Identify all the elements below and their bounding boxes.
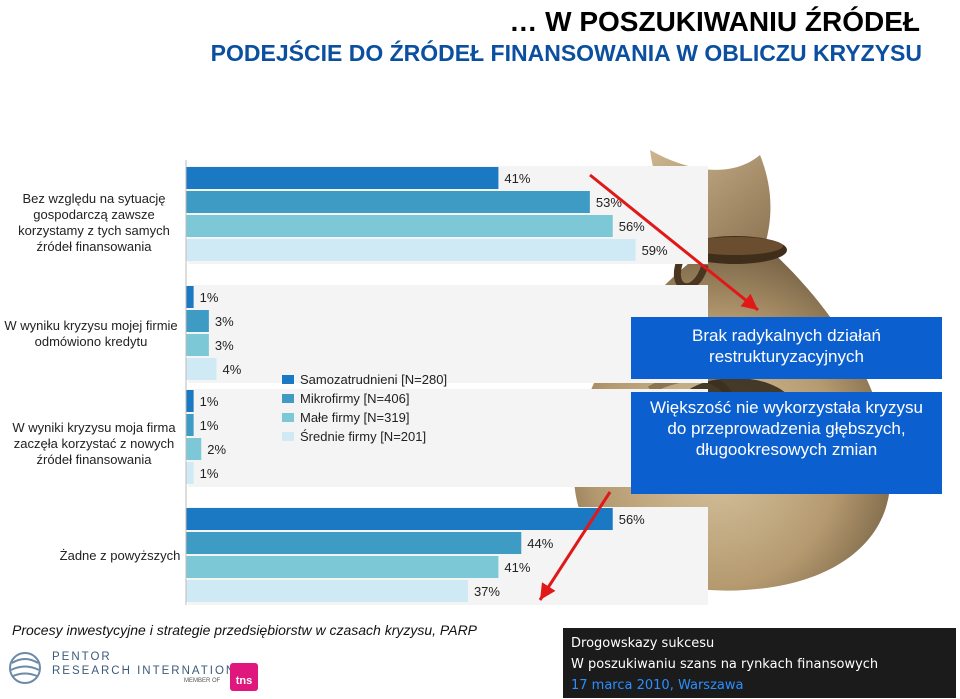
- category-panel: [188, 389, 708, 487]
- bar: [186, 239, 636, 261]
- bar: [186, 580, 468, 602]
- category-panel: [188, 285, 708, 383]
- page-subtitle: PODEJŚCIE DO ŹRÓDEŁ FINANSOWANIA W OBLIC…: [210, 40, 922, 66]
- bar: [186, 556, 499, 578]
- legend-item: Samozatrudnieni [N=280]: [282, 370, 447, 389]
- bar-value-label: 1%: [200, 394, 219, 409]
- trend-arrow-increase-head: [740, 293, 758, 310]
- legend-label: Średnie firmy [N=201]: [300, 429, 427, 444]
- bar-value-label: 1%: [200, 418, 219, 433]
- bar: [186, 358, 217, 380]
- bar-value-label: 3%: [215, 314, 234, 329]
- bar-value-label: 2%: [207, 442, 226, 457]
- bar: [186, 286, 194, 308]
- bar-value-label: 1%: [200, 290, 219, 305]
- member-of-label: MEMBER OF: [184, 678, 221, 684]
- callout-box-changes: Większość nie wykorzystała kryzysu do pr…: [631, 392, 942, 494]
- legend-swatch: [282, 432, 294, 441]
- bar: [186, 310, 209, 332]
- footer-date: 17 marca 2010, Warszawa: [571, 678, 744, 693]
- globe-icon: [9, 652, 41, 684]
- bar: [186, 438, 202, 460]
- bar-value-label: 56%: [619, 512, 645, 527]
- legend-item: Małe firmy [N=319]: [282, 408, 447, 427]
- category-label-3: W wyniki kryzysu moja firma zaczęła korz…: [12, 420, 176, 467]
- bar-value-label: 41%: [504, 560, 530, 575]
- logo-line-2: RESEARCH INTERNATIONAL: [52, 665, 255, 677]
- bar-value-label: 4%: [222, 362, 241, 377]
- trend-arrow-increase: [589, 173, 759, 312]
- bar: [186, 508, 613, 530]
- logo-line-1: PENTOR: [52, 651, 112, 663]
- category-label-4: Żadne z powyższych: [59, 548, 181, 563]
- bar-value-label: 53%: [596, 195, 622, 210]
- bar-value-label: 44%: [527, 536, 553, 551]
- bar-value-label: 1%: [200, 466, 219, 481]
- bar: [186, 167, 499, 189]
- bar-value-label: 37%: [474, 584, 500, 599]
- footer-line-2: W poszukiwaniu szans na rynkach finansow…: [571, 657, 879, 672]
- bar: [186, 390, 194, 412]
- category-label-2: W wyniku kryzysu mojej firmie odmówiono …: [4, 318, 178, 349]
- bar-value-label: 3%: [215, 338, 234, 353]
- legend-item: Średnie firmy [N=201]: [282, 427, 447, 446]
- trend-arrow-decrease: [538, 491, 612, 601]
- legend-swatch: [282, 413, 294, 422]
- page-title: … W POSZUKIWANIU ŹRÓDEŁ: [509, 6, 920, 37]
- bar: [186, 334, 209, 356]
- trend-arrow-decrease-head: [540, 582, 556, 600]
- bar-value-label: 56%: [619, 219, 645, 234]
- category-label-1: Bez względu na sytuację gospodarczą zaws…: [18, 191, 170, 254]
- legend-swatch: [282, 394, 294, 403]
- callout-box-restructuring: Brak radykalnych działań restrukturyzacy…: [631, 317, 942, 379]
- legend-item: Mikrofirmy [N=406]: [282, 389, 447, 408]
- pentor-logo: PENTOR RESEARCH INTERNATIONAL MEMBER OF …: [8, 645, 258, 695]
- bar: [186, 414, 194, 436]
- tns-logo: tns: [230, 663, 258, 691]
- bar: [186, 215, 613, 237]
- bar: [186, 532, 522, 554]
- legend-swatch: [282, 375, 294, 384]
- bar-value-label: 41%: [504, 171, 530, 186]
- source-note: Procesy inwestycyjne i strategie przedsi…: [12, 622, 478, 638]
- bar-value-label: 59%: [642, 243, 668, 258]
- bar: [186, 462, 194, 484]
- legend-label: Mikrofirmy [N=406]: [300, 391, 410, 406]
- footer-line-1: Drogowskazy sukcesu: [571, 636, 715, 651]
- event-footer: Drogowskazy sukcesu W poszukiwaniu szans…: [563, 628, 956, 698]
- legend-label: Małe firmy [N=319]: [300, 410, 410, 425]
- legend-label: Samozatrudnieni [N=280]: [300, 372, 448, 387]
- bar: [186, 191, 590, 213]
- chart-legend: Samozatrudnieni [N=280] Mikrofirmy [N=40…: [282, 370, 447, 446]
